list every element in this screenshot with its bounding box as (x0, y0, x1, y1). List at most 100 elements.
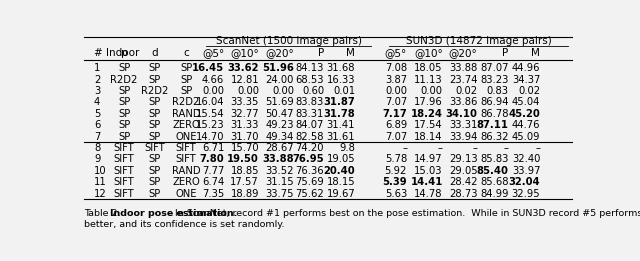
Text: 33.62: 33.62 (228, 63, 259, 73)
Text: SP: SP (148, 97, 161, 108)
Text: SP: SP (148, 166, 161, 176)
Text: 7.35: 7.35 (202, 189, 224, 199)
Text: 10: 10 (94, 166, 107, 176)
Text: SP: SP (180, 86, 192, 96)
Text: 0.60: 0.60 (302, 86, 324, 96)
Text: 33.88: 33.88 (449, 63, 477, 73)
Text: 7.08: 7.08 (385, 63, 407, 73)
Text: 14.70: 14.70 (196, 132, 224, 142)
Text: 0.83: 0.83 (486, 86, 509, 96)
Text: 7.07: 7.07 (385, 132, 407, 142)
Text: 0.00: 0.00 (237, 86, 259, 96)
Text: 32.77: 32.77 (230, 109, 259, 119)
Text: 51.69: 51.69 (265, 97, 294, 108)
Text: ZERO: ZERO (172, 177, 200, 187)
Text: SP: SP (180, 63, 192, 73)
Text: 32.04: 32.04 (509, 177, 540, 187)
Text: 11.13: 11.13 (414, 75, 443, 85)
Text: 34.37: 34.37 (512, 75, 540, 85)
Text: 33.52: 33.52 (266, 166, 294, 176)
Text: 86.32: 86.32 (480, 132, 509, 142)
Text: SIFT: SIFT (114, 143, 134, 153)
Text: SP: SP (148, 132, 161, 142)
Text: 82.58: 82.58 (296, 132, 324, 142)
Text: d: d (151, 48, 157, 58)
Text: 18.85: 18.85 (230, 166, 259, 176)
Text: R2D2: R2D2 (173, 97, 200, 108)
Text: 7.17: 7.17 (382, 109, 407, 119)
Text: 68.53: 68.53 (296, 75, 324, 85)
Text: 45.20: 45.20 (509, 109, 540, 119)
Text: 5: 5 (94, 109, 100, 119)
Text: 15.03: 15.03 (414, 166, 443, 176)
Text: 0.01: 0.01 (333, 86, 355, 96)
Text: ScanNet (1500 image pairs): ScanNet (1500 image pairs) (216, 36, 362, 46)
Text: 83.23: 83.23 (480, 75, 509, 85)
Text: SP: SP (180, 75, 192, 85)
Text: 9: 9 (94, 155, 100, 164)
Text: 7.80: 7.80 (200, 155, 224, 164)
Text: 16.33: 16.33 (326, 75, 355, 85)
Text: SP: SP (148, 189, 161, 199)
Text: 44.96: 44.96 (512, 63, 540, 73)
Text: @10°: @10° (230, 48, 259, 58)
Text: 17.57: 17.57 (230, 177, 259, 187)
Text: 34.10: 34.10 (445, 109, 477, 119)
Text: SP: SP (148, 120, 161, 130)
Text: 15.70: 15.70 (230, 143, 259, 153)
Text: SIFT: SIFT (176, 143, 196, 153)
Text: 0.00: 0.00 (202, 86, 224, 96)
Text: In ScanNet, record #1 performs best on the pose estimation.  While in SUN3D reco: In ScanNet, record #1 performs best on t… (175, 209, 640, 218)
Text: Indoor pose estimation.: Indoor pose estimation. (110, 209, 237, 218)
Text: 31.33: 31.33 (230, 120, 259, 130)
Text: 45.09: 45.09 (512, 132, 540, 142)
Text: –: – (472, 143, 477, 153)
Text: 31.87: 31.87 (323, 97, 355, 108)
Text: 9.8: 9.8 (339, 143, 355, 153)
Text: SP: SP (148, 75, 161, 85)
Text: @10°: @10° (414, 48, 443, 58)
Text: 8: 8 (94, 143, 100, 153)
Text: 3.87: 3.87 (385, 75, 407, 85)
Text: 84.99: 84.99 (480, 189, 509, 199)
Text: SIFT: SIFT (114, 155, 134, 164)
Text: –: – (438, 143, 443, 153)
Text: 24.00: 24.00 (266, 75, 294, 85)
Text: 7.77: 7.77 (202, 166, 224, 176)
Text: 29.05: 29.05 (449, 166, 477, 176)
Text: 14.97: 14.97 (414, 155, 443, 164)
Text: 4: 4 (94, 97, 100, 108)
Text: 75.69: 75.69 (296, 177, 324, 187)
Text: 28.73: 28.73 (449, 189, 477, 199)
Text: 6.71: 6.71 (202, 143, 224, 153)
Text: 33.94: 33.94 (449, 132, 477, 142)
Text: 33.35: 33.35 (230, 97, 259, 108)
Text: better, and its confidence is set randomly.: better, and its confidence is set random… (84, 220, 284, 229)
Text: –: – (535, 143, 540, 153)
Text: 83.31: 83.31 (296, 109, 324, 119)
Text: 49.34: 49.34 (266, 132, 294, 142)
Text: 5.78: 5.78 (385, 155, 407, 164)
Text: 50.47: 50.47 (266, 109, 294, 119)
Text: P: P (502, 48, 509, 58)
Text: SP: SP (148, 63, 161, 73)
Text: SP: SP (118, 86, 131, 96)
Text: SIFT: SIFT (144, 143, 164, 153)
Text: –: – (504, 143, 509, 153)
Text: 29.13: 29.13 (449, 155, 477, 164)
Text: RAND: RAND (172, 166, 200, 176)
Text: @20°: @20° (449, 48, 477, 58)
Text: 17.54: 17.54 (414, 120, 443, 130)
Text: 20.40: 20.40 (323, 166, 355, 176)
Text: 11: 11 (94, 177, 107, 187)
Text: 76.36: 76.36 (296, 166, 324, 176)
Text: 74.20: 74.20 (296, 143, 324, 153)
Text: 86.94: 86.94 (480, 97, 509, 108)
Text: 15.23: 15.23 (196, 120, 224, 130)
Text: 33.75: 33.75 (266, 189, 294, 199)
Text: 0.02: 0.02 (456, 86, 477, 96)
Text: @5°: @5° (202, 48, 224, 58)
Text: 12.81: 12.81 (230, 75, 259, 85)
Text: 85.68: 85.68 (480, 177, 509, 187)
Text: p: p (121, 48, 127, 58)
